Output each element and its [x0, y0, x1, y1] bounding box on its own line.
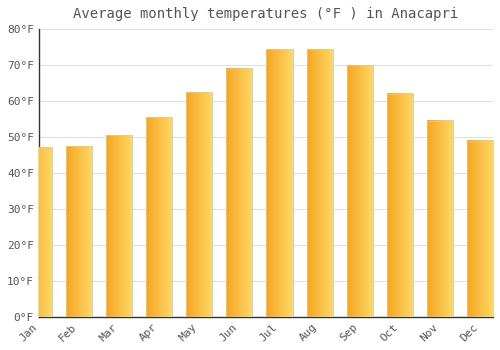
- Bar: [66, 146, 92, 317]
- Bar: [346, 65, 372, 317]
- Bar: [146, 117, 172, 317]
- Title: Average monthly temperatures (°F ) in Anacapri: Average monthly temperatures (°F ) in An…: [74, 7, 458, 21]
- Bar: [306, 49, 332, 317]
- Bar: [226, 69, 252, 317]
- Bar: [226, 69, 252, 317]
- Bar: [26, 148, 52, 317]
- Bar: [467, 141, 493, 317]
- Bar: [467, 141, 493, 317]
- Bar: [106, 135, 132, 317]
- Bar: [306, 49, 332, 317]
- Bar: [387, 94, 413, 317]
- Bar: [106, 135, 132, 317]
- Bar: [186, 92, 212, 317]
- Bar: [186, 92, 212, 317]
- Bar: [146, 117, 172, 317]
- Bar: [26, 148, 52, 317]
- Bar: [266, 49, 292, 317]
- Bar: [427, 121, 453, 317]
- Bar: [66, 146, 92, 317]
- Bar: [346, 65, 372, 317]
- Bar: [266, 49, 292, 317]
- Bar: [427, 121, 453, 317]
- Bar: [387, 94, 413, 317]
